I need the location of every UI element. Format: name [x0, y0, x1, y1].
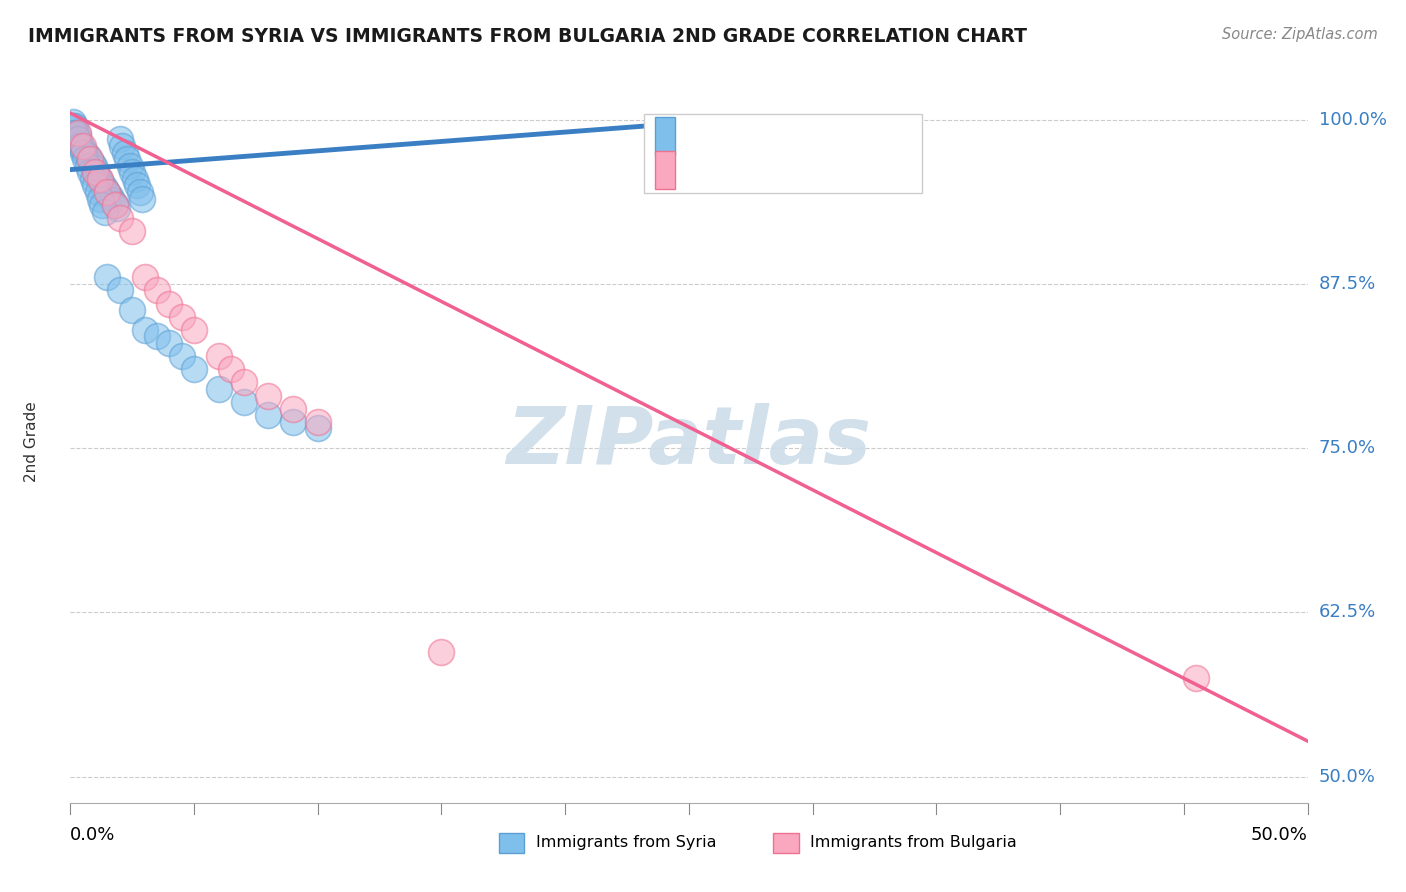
Point [257, 409, 280, 423]
Point [89, 171, 111, 186]
Point [75, 145, 97, 160]
Point [91, 198, 114, 212]
Point [157, 336, 180, 351]
Point [66, 126, 89, 140]
Point [208, 349, 231, 363]
Text: ZIPatlas: ZIPatlas [506, 402, 872, 481]
Text: R = -0.951    N = 22: R = -0.951 N = 22 [683, 161, 882, 179]
Point [101, 193, 124, 207]
Text: 87.5%: 87.5% [1319, 275, 1376, 293]
Point [66, 132, 89, 146]
Text: Immigrants from Bulgaria: Immigrants from Bulgaria [810, 836, 1017, 850]
Point [665, 123, 688, 137]
Point [96, 270, 118, 285]
Point [84, 165, 107, 179]
Point [146, 284, 169, 298]
Point [84, 178, 107, 193]
Point [146, 329, 169, 343]
Point [257, 388, 280, 402]
Text: 0.0%: 0.0% [70, 827, 115, 845]
Point [104, 198, 127, 212]
Text: R =  0.298    N = 60: R = 0.298 N = 60 [683, 128, 880, 145]
Point [69, 136, 91, 151]
Point [79, 152, 101, 166]
Point [79, 165, 101, 179]
Point [96, 185, 118, 199]
Point [121, 303, 143, 318]
Point [232, 376, 254, 390]
Point [128, 185, 150, 199]
Point [208, 382, 231, 396]
Point [82, 171, 104, 186]
Point [75, 152, 97, 166]
Point [76, 159, 98, 173]
Point [84, 165, 107, 179]
Point [183, 323, 205, 337]
Point [98, 189, 121, 203]
Point [118, 159, 141, 173]
Text: 50.0%: 50.0% [1319, 767, 1375, 786]
Text: 2nd Grade: 2nd Grade [24, 401, 39, 482]
Text: Source: ZipAtlas.com: Source: ZipAtlas.com [1222, 27, 1378, 42]
Point [69, 139, 91, 153]
Point [121, 165, 143, 179]
Point [105, 201, 128, 215]
Point [65, 126, 87, 140]
Point [281, 415, 304, 429]
Point [62, 115, 84, 129]
Point [96, 185, 118, 199]
Text: 100.0%: 100.0% [1319, 111, 1386, 128]
Point [134, 323, 156, 337]
Point [62, 120, 84, 134]
Point [82, 157, 104, 171]
Point [66, 128, 89, 143]
Point [104, 196, 127, 211]
Point [91, 177, 114, 191]
Point [115, 152, 138, 166]
Text: 50.0%: 50.0% [1251, 827, 1308, 845]
Point [89, 173, 111, 187]
Point [170, 349, 193, 363]
Point [1185, 671, 1208, 685]
Point [86, 185, 108, 199]
Point [307, 415, 329, 429]
Point [183, 362, 205, 376]
Point [307, 421, 329, 435]
Point [121, 224, 143, 238]
Point [72, 145, 94, 160]
Point [281, 401, 304, 416]
Point [170, 310, 193, 324]
Point [108, 132, 131, 146]
Text: IMMIGRANTS FROM SYRIA VS IMMIGRANTS FROM BULGARIA 2ND GRADE CORRELATION CHART: IMMIGRANTS FROM SYRIA VS IMMIGRANTS FROM… [28, 27, 1028, 45]
Point [232, 395, 254, 409]
Point [127, 178, 149, 193]
Point [111, 139, 134, 153]
Point [157, 296, 180, 310]
Point [66, 132, 89, 146]
Point [84, 161, 107, 176]
Point [76, 149, 98, 163]
Point [89, 192, 111, 206]
Point [108, 211, 131, 226]
Point [114, 145, 136, 160]
Point [134, 270, 156, 285]
Point [124, 171, 146, 186]
Text: 75.0%: 75.0% [1319, 439, 1376, 457]
Point [131, 192, 153, 206]
Text: 62.5%: 62.5% [1319, 603, 1376, 622]
Point [219, 362, 242, 376]
Point [108, 284, 131, 298]
Point [72, 142, 94, 156]
Point [79, 153, 101, 168]
Point [86, 169, 108, 184]
Point [65, 120, 87, 134]
Point [94, 181, 117, 195]
Text: Immigrants from Syria: Immigrants from Syria [536, 836, 716, 850]
Point [72, 139, 94, 153]
Point [430, 645, 453, 659]
Point [94, 204, 117, 219]
Point [65, 126, 87, 140]
